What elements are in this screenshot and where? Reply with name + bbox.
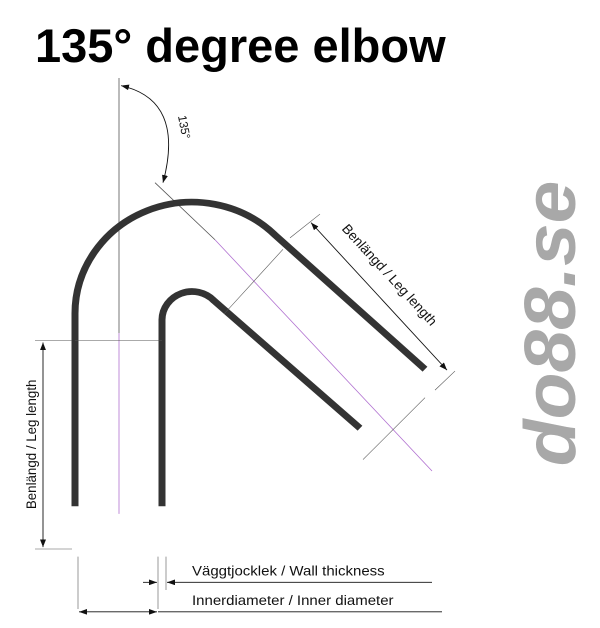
inner-wall — [158, 288, 363, 507]
leg-length-label-right: Benlängd / Leg length — [339, 221, 440, 328]
do88-logo: do88.se — [509, 181, 590, 466]
inner-diameter-label: Innerdiameter / Inner diameter — [192, 593, 394, 609]
extension-line — [289, 213, 321, 239]
logo-text: do88.se — [509, 181, 590, 466]
diagonal-centerline — [154, 182, 216, 241]
section-line — [362, 397, 426, 460]
page-title: 135° degree elbow — [35, 19, 446, 72]
leg-length-label-left: Benlängd / Leg length — [24, 380, 39, 510]
angle-arc — [120, 84, 170, 183]
section-line — [223, 249, 284, 315]
angle-label: 135° — [175, 114, 192, 139]
leg-length-dimension-right — [310, 222, 448, 371]
extension-line — [434, 370, 456, 391]
outer-wall — [71, 198, 428, 507]
wall-thickness-label: Väggtjocklek / Wall thickness — [192, 564, 385, 580]
